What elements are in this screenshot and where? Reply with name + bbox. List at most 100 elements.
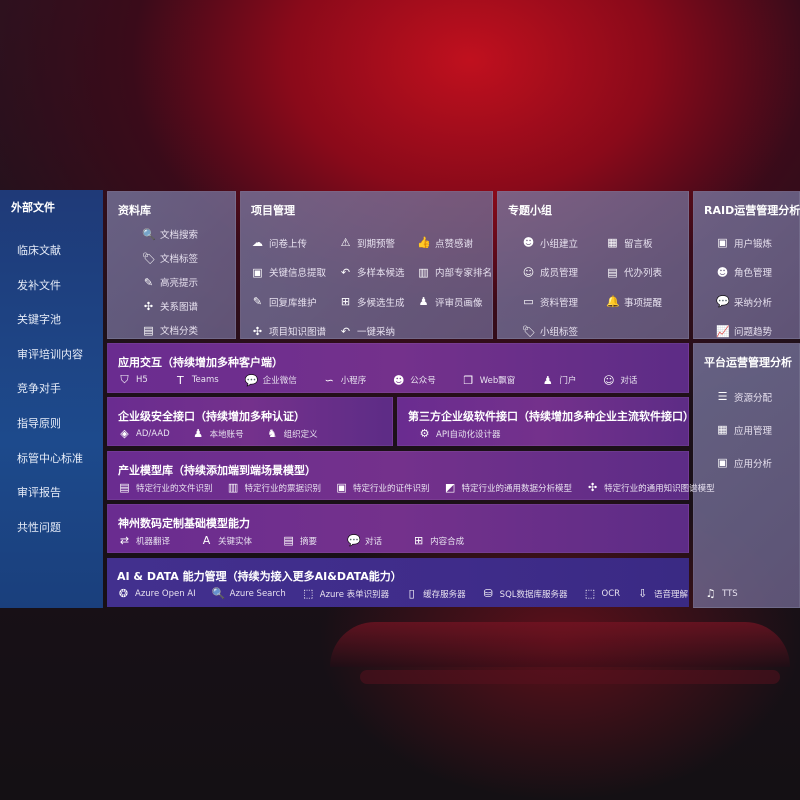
feature-item[interactable]: ◈ AD/AAD — [118, 427, 169, 440]
trend-icon: 📈 — [716, 324, 730, 338]
id-card-icon: ▣ — [717, 236, 728, 250]
feature-item[interactable]: ✎ 高亮提示 — [142, 270, 198, 294]
feature-label: 应用分析 — [734, 458, 773, 470]
external-file-item[interactable]: 共性问题 — [17, 520, 61, 534]
topic-group-panel: 专题小组 ☻ 小组建立 ▦ 留言板 ☺ 成员管理 ▤ 代办列表 ▭ 资料管理 🔔 事项提醒 🏷 小组标签 — [497, 191, 689, 339]
feature-item[interactable]: ❂ Azure Open AI — [117, 587, 196, 600]
feature-item[interactable]: ⬚ Azure 表单识别器 — [302, 587, 389, 600]
feature-item[interactable]: T Teams — [174, 373, 219, 387]
feature-item[interactable]: ⚠ 到期预警 — [339, 228, 417, 258]
feature-item[interactable]: 👍 点赞感谢 — [417, 228, 497, 258]
feature-label: Teams — [191, 375, 219, 385]
feature-item[interactable]: 💬 企业微信 — [245, 373, 297, 387]
id-card-icon: ▣ — [336, 481, 347, 494]
feature-label: 门户 — [559, 376, 577, 386]
panel-title: 外部文件 — [11, 201, 55, 214]
feature-item[interactable]: ◩ 特定行业的通用数据分析模型 — [444, 481, 572, 494]
feature-item[interactable]: ☰ 资源分配 — [716, 380, 772, 413]
feature-item[interactable]: ▦ 留言板 — [606, 228, 686, 258]
apps-icon: ▦ — [717, 423, 728, 436]
external-file-item[interactable]: 标管中心标准 — [17, 451, 83, 465]
feature-item[interactable]: ♞ 组织定义 — [266, 427, 318, 440]
feature-item[interactable]: ✎ 回复库维护 — [251, 287, 339, 317]
feature-item[interactable]: ↶ 一键采纳 — [339, 317, 417, 347]
edit-icon: ✎ — [252, 295, 263, 309]
feature-item[interactable]: ☻ 小组建立 — [522, 228, 606, 258]
feature-item[interactable]: ⬚ OCR — [584, 587, 620, 600]
feature-label: 特定行业的通用知识图谱模型 — [604, 483, 715, 494]
external-file-item[interactable]: 临床文献 — [17, 244, 61, 257]
external-file-item[interactable]: 竞争对手 — [17, 382, 61, 396]
feature-item[interactable]: ☁ 问卷上传 — [251, 228, 339, 258]
feature-item[interactable]: ❐ Web飘窗 — [462, 373, 515, 387]
local-account-icon: ♟ — [193, 427, 204, 440]
feature-item[interactable]: ♟ 门户 — [541, 373, 576, 387]
official-account-icon: ☻ — [393, 373, 405, 387]
external-file-item[interactable]: 审评报告 — [17, 486, 61, 500]
external-file-item[interactable]: 指导原则 — [17, 416, 61, 430]
feature-label: 代办列表 — [624, 268, 663, 280]
panel-title: AI & DATA 能力管理（持续为接入更多AI&DATA能力） — [117, 570, 402, 583]
feature-item[interactable]: ♟ 本地账号 — [192, 427, 243, 440]
feature-label: Azure Open AI — [135, 588, 196, 599]
feature-item[interactable]: ☺ 成员管理 — [522, 258, 606, 288]
feature-item[interactable]: 📈 问题趋势 — [716, 317, 772, 347]
reply-icon: ↶ — [340, 265, 351, 279]
feature-item[interactable]: ▤ 代办列表 — [606, 258, 686, 288]
feature-label: 文档标签 — [160, 254, 199, 265]
feature-item[interactable]: ⊞ 多候选生成 — [339, 287, 417, 317]
monitor-base-decoration — [360, 670, 780, 684]
feature-item[interactable]: ♟ 评审员画像 — [417, 287, 497, 317]
feature-item[interactable]: ▯ 缓存服务器 — [405, 587, 466, 600]
feature-item[interactable]: ✣ 特定行业的通用知识图谱模型 — [586, 481, 715, 494]
feature-item[interactable]: ▦ 应用管理 — [716, 413, 772, 446]
feature-item[interactable]: ♫ TTS — [704, 587, 738, 600]
feature-item[interactable]: ⊞ 内容合成 — [412, 534, 464, 547]
feature-item[interactable]: ✣ 项目知识图谱 — [251, 317, 339, 347]
feature-item[interactable]: 🔍 文档搜索 — [142, 222, 198, 246]
feature-item[interactable]: 🏷 文档标签 — [142, 246, 198, 270]
feature-item[interactable]: ▣ 应用分析 — [716, 446, 772, 479]
feature-item[interactable]: ⛉ H5 — [118, 373, 147, 387]
feature-item[interactable]: ▥ 内部专家排名 — [417, 258, 497, 288]
folder-icon: ▭ — [523, 295, 534, 309]
gear-icon: ⚙ — [419, 427, 430, 440]
feature-item[interactable]: ▣ 关键信息提取 — [251, 258, 339, 288]
feature-item[interactable]: ↶ 多样本候选 — [339, 258, 417, 288]
feature-item[interactable]: ∽ 小程序 — [323, 373, 367, 387]
feature-item[interactable]: ▤ 特定行业的文件识别 — [118, 481, 213, 494]
feature-item[interactable]: ☻ 公众号 — [392, 373, 436, 387]
feature-label: 特定行业的文件识别 — [136, 483, 213, 494]
feature-item[interactable]: 🔔 事项提醒 — [606, 287, 686, 317]
file-icon: ▤ — [119, 481, 130, 494]
feature-item[interactable]: 🔍 Azure Search — [212, 587, 286, 600]
feature-label: 特定行业的票据识别 — [244, 483, 322, 494]
external-file-item[interactable]: 审评培训内容 — [17, 347, 83, 361]
cache-server-icon: ▯ — [408, 587, 415, 600]
feature-label: 组织定义 — [283, 429, 318, 440]
feature-item[interactable]: ⇩ 语音理解 — [636, 587, 688, 600]
feature-item[interactable]: A 关键实体 — [200, 534, 252, 547]
feature-label: 缓存服务器 — [423, 589, 466, 600]
feature-item[interactable]: ▣ 用户锻炼 — [716, 228, 772, 258]
external-files-panel: 外部文件 临床文献发补文件关键字池审评培训内容 竞争对手指导原则标管中心标准 审评报… — [0, 190, 103, 608]
feature-item[interactable]: ⇄ 机器翻译 — [118, 534, 170, 547]
external-file-item[interactable]: 关键字池 — [17, 313, 61, 327]
feature-item[interactable]: ⛁ SQL数据库服务器 — [482, 587, 568, 600]
feature-item[interactable]: ▤ 文档分类 — [142, 318, 198, 342]
feature-item[interactable]: ☺ 对话 — [602, 373, 637, 387]
feature-item[interactable]: ✣ 关系图谱 — [142, 294, 198, 318]
feature-item[interactable]: 💬 采纳分析 — [716, 287, 772, 317]
feature-item[interactable]: ⚙ API自动化设计器 — [418, 427, 501, 440]
feature-item[interactable]: ▥ 特定行业的票据识别 — [227, 481, 322, 494]
feature-label: 小程序 — [340, 376, 367, 386]
feature-item[interactable]: ▣ 特定行业的证件识别 — [335, 481, 429, 494]
feature-item[interactable]: ▭ 资料管理 — [522, 287, 606, 317]
external-file-item[interactable]: 发补文件 — [17, 278, 61, 292]
feature-label: 摘要 — [300, 536, 318, 547]
feature-label: 回复库维护 — [269, 297, 317, 309]
feature-item[interactable]: ☻ 角色管理 — [716, 258, 772, 288]
feature-item[interactable]: ▤ 摘要 — [282, 534, 317, 547]
feature-item[interactable]: 💬 对话 — [347, 534, 382, 547]
feature-item[interactable]: 🏷 小组标签 — [522, 317, 606, 347]
